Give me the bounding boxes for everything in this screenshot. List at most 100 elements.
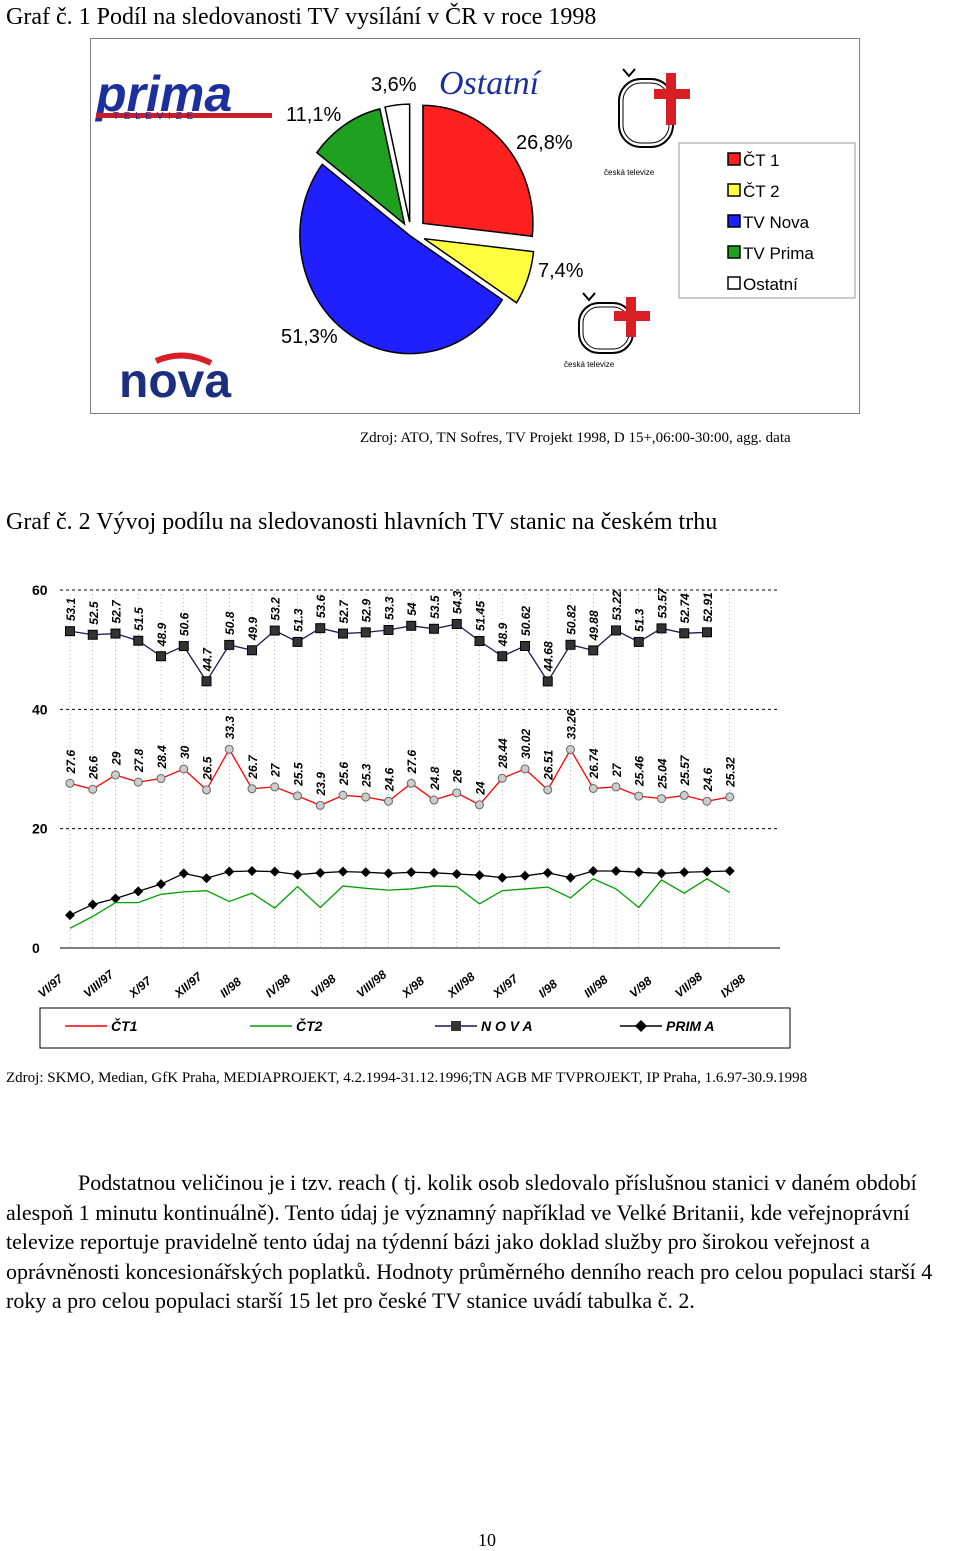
- data-point: [452, 788, 462, 798]
- legend-marker: [635, 1020, 647, 1032]
- x-tick-label: III/98: [581, 972, 611, 1000]
- nova-logo: nova: [119, 352, 231, 408]
- data-point: [724, 866, 735, 877]
- data-point: [338, 628, 348, 639]
- data-point: [65, 910, 75, 921]
- pie-slice-label: 11,1%: [286, 104, 341, 126]
- data-label: 49.88: [587, 610, 601, 641]
- data-point: [406, 620, 417, 631]
- data-label: 53.5: [428, 595, 442, 619]
- data-label: 25.46: [633, 756, 647, 787]
- data-point: [247, 645, 257, 656]
- legend-swatch: [727, 276, 741, 290]
- nova-logo-swoosh: [154, 352, 213, 366]
- legend-label: TV Prima: [743, 244, 814, 263]
- data-label: 26.74: [587, 748, 601, 779]
- data-point: [543, 785, 553, 795]
- data-label: 51.3: [292, 608, 306, 632]
- figure1-title: Graf č. 1 Podíl na sledovanosti TV vysíl…: [6, 4, 597, 30]
- pie-slice: [384, 103, 411, 223]
- ct-logo-bottom: česká televize: [564, 292, 650, 369]
- data-point: [224, 639, 235, 650]
- line-chart-data-labels: 27.6 26.6 29 27.8 28.4 30 26.5 33.3 26.7 27 25.5 23…: [64, 587, 738, 796]
- data-point: [451, 619, 462, 630]
- pie-slice: [422, 104, 534, 238]
- data-label: 24: [474, 781, 488, 796]
- x-tick-label: XII/97: [171, 969, 206, 1001]
- data-point: [611, 782, 621, 792]
- data-point: [475, 800, 484, 810]
- series-line: [69, 878, 731, 929]
- data-label: 27.6: [405, 750, 419, 775]
- data-label: 25.32: [724, 757, 738, 788]
- data-point: [679, 790, 689, 800]
- line-chart-legend: ČT1 ČT2 N O V A PRIM A: [39, 1007, 791, 1049]
- data-point: [269, 866, 280, 877]
- x-tick-label: IV/98: [263, 971, 294, 1000]
- data-label: 24.6: [701, 768, 715, 793]
- data-point: [361, 792, 371, 802]
- data-label: 44.68: [542, 641, 556, 672]
- data-point: [87, 899, 98, 910]
- x-tick-label: I/98: [536, 977, 561, 1001]
- data-point: [588, 645, 599, 656]
- data-label: 48.9: [496, 623, 510, 648]
- line-chart-grid: [60, 589, 780, 949]
- legend-label: ČT 1: [743, 151, 780, 170]
- x-tick-label: XII/98: [444, 969, 478, 1001]
- legend-label: Ostatní: [743, 275, 798, 294]
- data-point: [633, 867, 644, 878]
- paragraph: Podstatnou veličinou je i tzv. reach ( t…: [6, 1168, 958, 1316]
- legend-label: ČT2: [296, 1017, 323, 1034]
- figure1-source: Zdroj: ATO, TN Sofres, TV Projekt 1998, …: [360, 430, 791, 446]
- data-point: [110, 628, 121, 639]
- data-label: 53.3: [383, 596, 397, 620]
- data-point: [406, 867, 417, 878]
- legend-swatch: [727, 245, 741, 259]
- legend-label: ČT1: [111, 1017, 138, 1034]
- ct-logo-caption: česká televize: [604, 168, 655, 177]
- data-point: [293, 791, 302, 801]
- data-point: [201, 873, 212, 884]
- data-point: [178, 868, 189, 879]
- data-label: 51.5: [132, 607, 146, 631]
- data-point: [679, 867, 690, 878]
- x-tick-label: II/98: [217, 974, 244, 1000]
- data-point: [224, 744, 234, 754]
- legend-box: [678, 142, 856, 299]
- prima-logo-text: prima: [94, 66, 232, 122]
- data-label: 53.2: [269, 597, 283, 621]
- pie-legend: ČT 1 ČT 2 TV Nova TV Prima Ostatní: [678, 142, 856, 299]
- data-point: [315, 800, 325, 810]
- figure2-source: Zdroj: SKMO, Median, GfK Praha, MEDIAPRO…: [6, 1070, 808, 1086]
- data-point: [360, 867, 371, 878]
- x-tick-label: VI/98: [308, 971, 339, 1000]
- data-point: [247, 866, 257, 877]
- data-label: 54.3: [451, 590, 465, 614]
- data-label: 27.8: [132, 748, 146, 773]
- data-point: [542, 676, 553, 687]
- data-point: [360, 627, 371, 638]
- data-point: [65, 778, 75, 788]
- data-point: [566, 745, 575, 755]
- x-tick-label: XI/97: [489, 971, 521, 1001]
- legend-label: N O V A: [481, 1018, 533, 1034]
- data-point: [474, 636, 485, 647]
- data-point: [87, 629, 98, 640]
- data-label: 30: [178, 745, 192, 759]
- line-chart-series: [65, 619, 735, 929]
- data-point: [657, 794, 666, 804]
- pie-slice-label: 3,6%: [371, 74, 417, 96]
- prima-logo: prima T E L E V I Z E: [94, 66, 272, 122]
- data-label: 25.57: [678, 754, 692, 786]
- data-label: 52.7: [110, 599, 124, 624]
- data-point: [520, 640, 530, 651]
- data-point: [497, 773, 507, 783]
- y-tick-label: 0: [32, 940, 40, 956]
- data-label: 30.02: [519, 729, 533, 759]
- data-label: 52.7: [337, 599, 351, 624]
- y-tick-label: 40: [32, 701, 48, 717]
- data-point: [565, 872, 576, 883]
- data-label: 26: [451, 769, 465, 784]
- data-label: 50.62: [519, 606, 533, 636]
